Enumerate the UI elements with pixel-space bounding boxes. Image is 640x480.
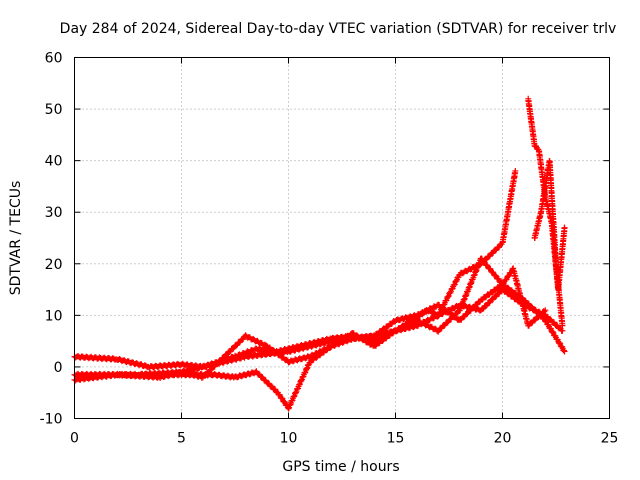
data-point <box>435 302 462 320</box>
data-point <box>242 332 269 349</box>
y-tick-label: 60 <box>45 51 63 67</box>
series-track-4 <box>135 285 566 412</box>
data-point <box>114 356 152 371</box>
data-point <box>146 360 184 371</box>
data-point <box>328 336 355 350</box>
data-point <box>296 335 334 351</box>
series-track-2 <box>71 167 519 371</box>
data-point <box>371 327 398 340</box>
x-tick-label: 5 <box>177 431 186 447</box>
y-axis-label: SDTVAR / TECUs <box>8 181 24 296</box>
data-point <box>392 322 419 335</box>
data-point <box>253 368 280 396</box>
data-point <box>435 307 462 335</box>
y-tick-label: -10 <box>40 412 63 428</box>
y-tick-label: 30 <box>45 205 63 221</box>
chart-title: Day 284 of 2024, Sidereal Day-to-day VTE… <box>60 21 617 37</box>
data-point <box>71 353 120 363</box>
y-tick-label: 20 <box>45 257 63 273</box>
x-tick-label: 15 <box>387 431 405 447</box>
data-point <box>542 317 567 354</box>
data-point <box>561 348 568 355</box>
data-point <box>157 370 184 379</box>
data-point <box>559 322 566 329</box>
x-tick-label: 0 <box>70 431 79 447</box>
axis-ticks: 0 5 10 15 20 25 -10 0 10 20 30 40 50 60 <box>40 51 619 447</box>
y-tick-label: 0 <box>54 360 63 376</box>
data-point <box>413 313 441 329</box>
y-tick-label: 10 <box>45 308 63 324</box>
x-axis-label: GPS time / hours <box>282 459 399 475</box>
data-point <box>285 353 312 366</box>
data-point <box>210 371 237 381</box>
plot-frame <box>74 57 610 419</box>
data-point <box>178 370 216 379</box>
data-point <box>306 344 334 366</box>
data-point <box>546 158 559 266</box>
data-point <box>499 285 526 308</box>
data-point <box>553 260 566 329</box>
series-track-6 <box>531 158 566 329</box>
x-tick-label: 20 <box>494 431 512 447</box>
data-point <box>531 142 542 153</box>
data-point <box>264 343 291 364</box>
data-point <box>478 255 505 286</box>
data-point <box>232 345 259 360</box>
data-point <box>512 167 519 174</box>
data-point <box>456 301 483 314</box>
y-tick-label: 50 <box>45 102 63 118</box>
data-point <box>349 332 376 342</box>
data-point <box>559 327 566 334</box>
data-point <box>232 369 259 381</box>
data-point <box>285 360 313 412</box>
data-point <box>531 210 544 241</box>
y-tick-label: 40 <box>45 154 63 170</box>
data-point <box>542 307 549 314</box>
x-tick-label: 25 <box>601 431 619 447</box>
data-point <box>499 169 519 246</box>
data-point <box>478 281 505 303</box>
data-point <box>520 301 548 318</box>
data-point <box>525 95 538 147</box>
x-tick-label: 10 <box>280 431 298 447</box>
data-point <box>478 287 505 313</box>
data-point <box>561 224 568 231</box>
data-point <box>542 312 565 334</box>
data-points <box>71 95 568 412</box>
